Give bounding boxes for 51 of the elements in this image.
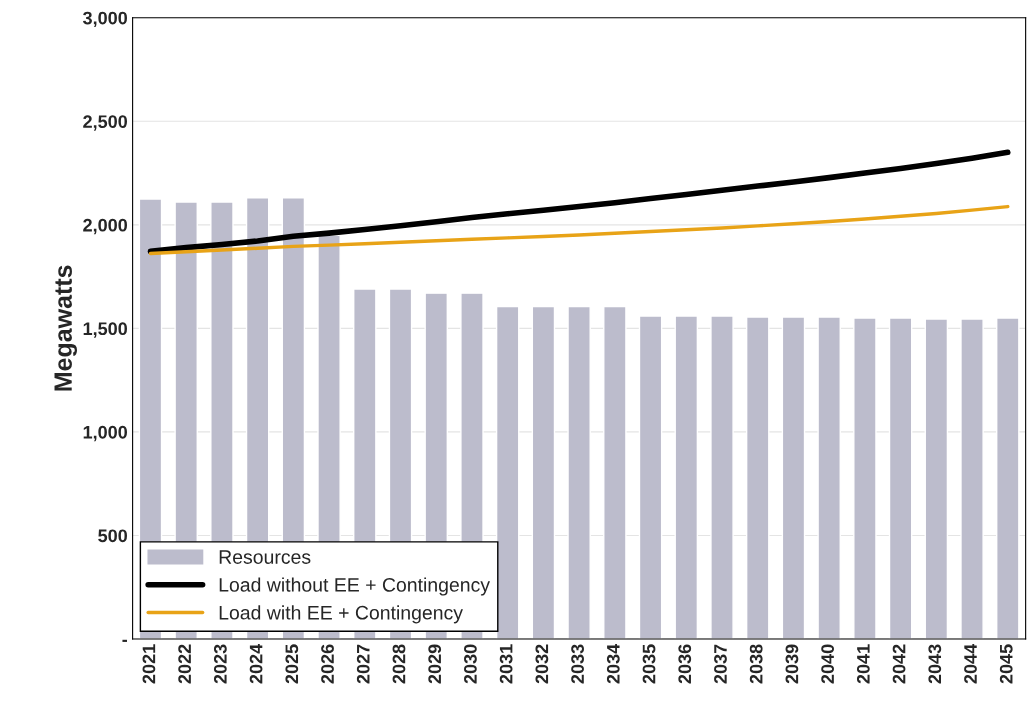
- x-tick-label: 2021: [142, 644, 156, 684]
- x-tick-label: 2036: [678, 644, 692, 684]
- x-tick-label: 2041: [856, 644, 870, 684]
- y-tick-label: 2,000: [83, 218, 128, 235]
- y-tick-label: -: [122, 639, 128, 642]
- y-tick-label: 1,000: [83, 425, 128, 442]
- x-tick-label: 2031: [499, 644, 513, 684]
- x-tick-label: 2027: [356, 644, 370, 684]
- x-tick-label: 2032: [535, 644, 549, 684]
- bar: [817, 316, 841, 639]
- x-tick-label: 2025: [285, 644, 299, 684]
- bar: [710, 315, 734, 639]
- x-tick-label: 2026: [321, 644, 334, 684]
- bar: [781, 316, 806, 639]
- y-tick-label: 2,500: [83, 115, 128, 131]
- x-tick-label: 2040: [821, 644, 835, 684]
- bar: [888, 317, 913, 639]
- legend-label: Load with EE + Contingency: [219, 605, 463, 624]
- bar: [531, 305, 556, 639]
- x-tick-label: 2023: [213, 644, 227, 684]
- x-tick-label: 2022: [178, 644, 192, 684]
- bar: [996, 317, 1020, 639]
- x-tick-label: 2042: [892, 644, 906, 684]
- bar: [924, 318, 949, 639]
- x-tick-label: 2033: [571, 644, 584, 684]
- x-tick-label: 2034: [606, 643, 620, 684]
- bar: [853, 317, 877, 639]
- bar: [960, 318, 984, 639]
- line-series: [148, 204, 1010, 256]
- y-tick-label: 500: [98, 529, 128, 543]
- x-tick-label: 2029: [428, 644, 442, 684]
- x-tick-label: 2045: [999, 644, 1013, 684]
- x-tick-label: 2043: [928, 644, 942, 684]
- bar: [638, 315, 663, 639]
- bar: [745, 316, 770, 639]
- legend-label: Resources: [219, 550, 311, 564]
- x-tick-label: 2037: [714, 644, 727, 684]
- x-tick-label: 2038: [749, 644, 763, 684]
- x-tick-label: 2044: [964, 643, 977, 684]
- legend-label: Load without EE + Contingency: [219, 577, 490, 596]
- x-tick-label: 2039: [785, 644, 799, 684]
- x-tick-label: 2024: [249, 643, 263, 684]
- x-tick-label: 2035: [642, 644, 656, 684]
- bar: [603, 305, 627, 639]
- bar: [567, 305, 591, 639]
- y-tick-label: 1,500: [83, 322, 128, 338]
- x-tick-label: 2030: [464, 644, 477, 684]
- x-tick-label: 2028: [392, 644, 406, 684]
- y-tick-label: 3,000: [82, 11, 128, 28]
- bar: [674, 315, 699, 639]
- y-axis-title: Megawatts: [54, 265, 78, 391]
